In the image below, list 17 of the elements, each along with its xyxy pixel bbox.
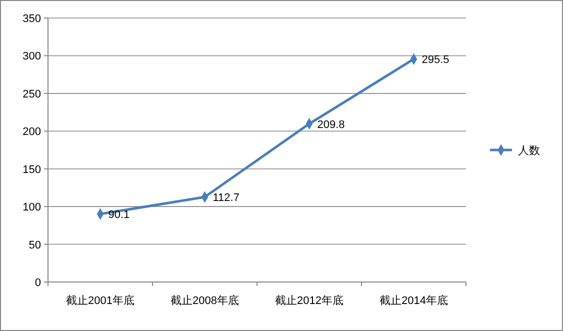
y-tick-label: 0 <box>34 277 41 289</box>
x-tick-label: 截止2008年底 <box>170 294 239 307</box>
y-tick-label: 200 <box>22 126 41 138</box>
x-tick-label: 截止2001年底 <box>66 294 134 307</box>
y-tick-label: 50 <box>28 239 41 252</box>
y-tick-label: 100 <box>22 202 41 214</box>
y-tick-label: 150 <box>22 164 41 176</box>
data-label: 90.1 <box>108 209 130 222</box>
data-label: 295.5 <box>422 54 450 66</box>
y-tick-label: 350 <box>22 13 41 25</box>
data-label: 209.8 <box>317 118 345 131</box>
y-tick-label: 300 <box>22 50 41 63</box>
x-tick-label: 截止2012年底 <box>275 294 344 307</box>
legend-label: 人数 <box>518 145 540 157</box>
data-label: 112.7 <box>212 192 240 204</box>
y-tick-label: 250 <box>22 88 41 100</box>
x-tick-label: 截止2014年底 <box>380 294 448 307</box>
